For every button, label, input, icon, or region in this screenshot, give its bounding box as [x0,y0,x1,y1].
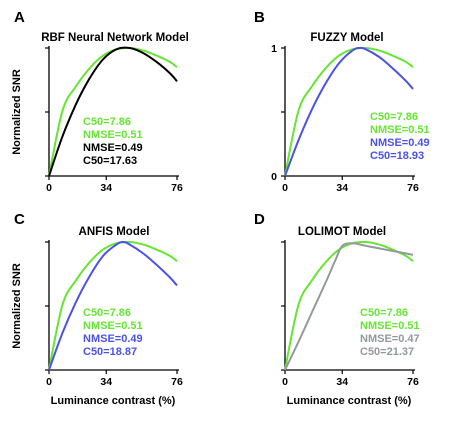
panel-letter: C [14,211,25,228]
x-tick-label: 76 [407,376,419,388]
x-tick-label: 34 [336,182,348,194]
x-axis-label: Luminance contrast (%) [287,395,412,407]
annotation-text: C50=18.93 [370,150,424,162]
series-line-2 [48,240,178,371]
annotation-text: NMSE=0.49 [83,142,143,154]
annotation-text: NMSE=0.47 [360,333,420,345]
series-line-2 [284,242,414,371]
panel-title: LOLIMOT Model [298,226,386,238]
annotation-text: C50=18.87 [83,346,137,358]
annotation-text: NMSE=0.51 [83,129,143,141]
panel-title: RBF Neural Network Model [41,32,189,44]
y-tick-label: 1 [271,43,277,55]
annotation-text: C50=7.86 [83,116,131,128]
x-tick-label: 0 [46,376,52,388]
x-tick-label: 0 [282,376,288,388]
x-tick-label: 0 [46,182,52,194]
panel-d: D LOLIMOT Model 0 34 76 Luminance contrast (%… [254,211,420,407]
annotation-text: NMSE=0.51 [370,124,430,136]
x-tick-label: 0 [282,182,288,194]
annotation-text: C50=7.86 [360,307,408,319]
panel-c: C ANFIS Model 0 34 76 Normalized SNR Luminance… [11,211,183,407]
panel-letter: D [254,211,265,228]
x-axis-label: Luminance contrast (%) [51,395,176,407]
x-tick-label: 34 [100,376,112,388]
annotation-text: C50=17.63 [83,155,137,167]
panel-a: A RBF Neural Network Model 0 34 76 Normalized… [11,9,189,194]
panel-letter: B [254,9,265,26]
x-tick-label: 76 [171,376,183,388]
annotation-text: C50=7.86 [83,307,131,319]
series-line-1 [284,46,414,177]
series-line-1 [48,240,178,371]
x-tick-label: 76 [407,182,419,194]
annotation-text: NMSE=0.51 [83,320,143,332]
annotation-text: NMSE=0.49 [83,333,143,345]
y-axis-label: Normalized SNR [11,263,23,349]
x-tick-label: 34 [100,182,112,194]
series-line-2 [284,46,414,177]
panel-b: B FUZZY Model 0 1 0 34 76 C50=7.86NMSE=0.51NMSE… [254,9,430,194]
series-line-2 [48,46,178,177]
panel-title: FUZZY Model [310,32,383,44]
x-tick-label: 34 [336,376,348,388]
panel-letter: A [14,9,25,26]
y-tick-label: 0 [271,171,277,183]
annotation-text: C50=7.86 [370,111,418,123]
annotation-text: NMSE=0.49 [370,137,430,149]
x-tick-label: 76 [171,182,183,194]
panel-title: ANFIS Model [79,226,150,238]
y-axis-label: Normalized SNR [11,69,23,155]
annotation-text: C50=21.37 [360,346,414,358]
annotation-text: NMSE=0.51 [360,320,420,332]
